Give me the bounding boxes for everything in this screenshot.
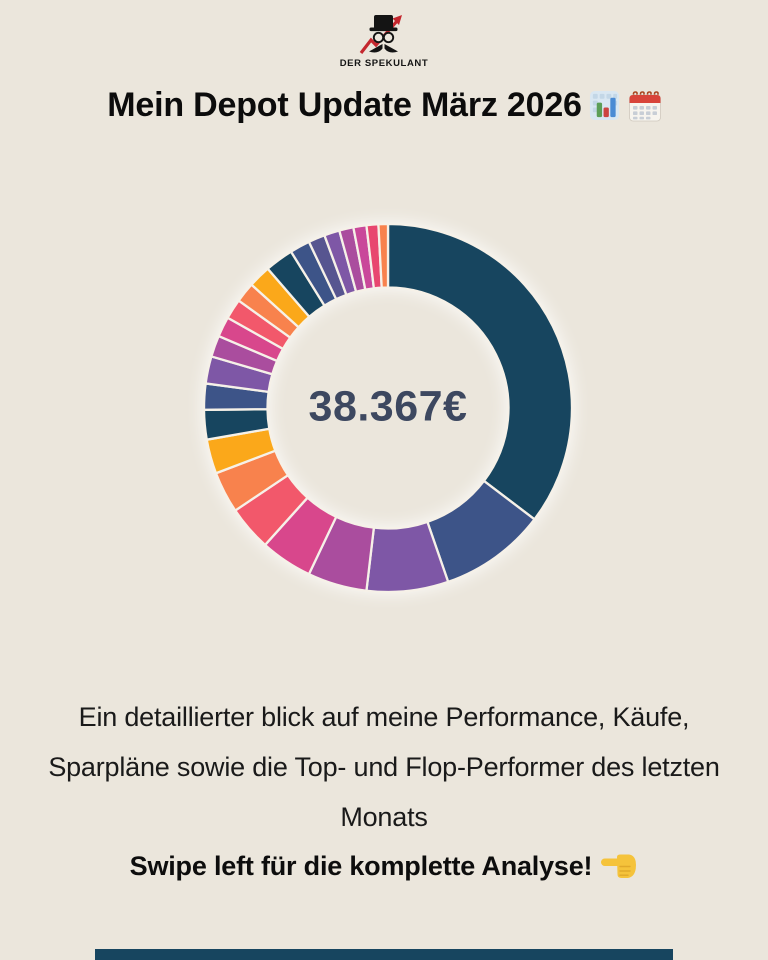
bar-chart-emoji (589, 90, 619, 121)
page-title: Mein Depot Update März 2026 (107, 86, 582, 124)
logo-block: DER SPEKULANT (0, 0, 768, 69)
top-hat-glasses-mustache-arrow-icon (359, 15, 402, 54)
description-line: Monats (340, 802, 428, 832)
brand-name: DER SPEKULANT (339, 58, 429, 69)
portfolio-donut-chart: 38.367€ (188, 208, 588, 608)
donut-segment-24 (377, 222, 390, 289)
backhand-index-pointing-left-emoji (601, 854, 637, 878)
donut-segment-1 (386, 222, 574, 521)
cta-text: Swipe left für die komplette Analyse! (129, 851, 593, 881)
cta-row: Swipe left für die komplette Analyse! (0, 851, 768, 882)
description-text: Ein detaillierter blick auf meine Perfor… (0, 692, 768, 842)
spiral-calendar-emoji (628, 90, 661, 121)
donut-svg (202, 222, 574, 594)
description-line: Ein detaillierter blick auf meine Perfor… (78, 702, 690, 732)
title-row: Mein Depot Update März 2026 (0, 86, 768, 125)
bottom-progress-bar (95, 949, 673, 960)
description-line: Sparpläne sowie die Top- und Flop-Perfor… (48, 752, 720, 782)
portfolio-total-value: 38.367€ (308, 382, 468, 431)
